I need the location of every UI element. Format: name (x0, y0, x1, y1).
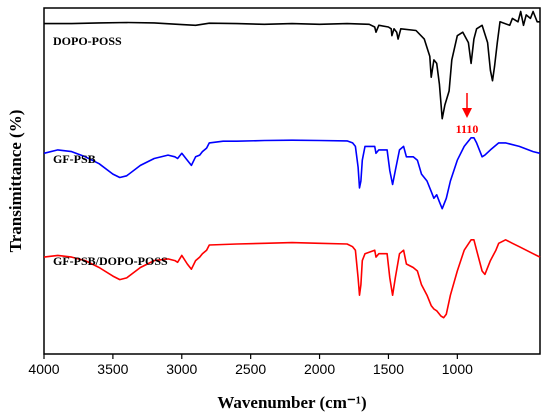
annotation-arrow-head (462, 108, 472, 118)
x-tick-label-1: 3500 (97, 361, 128, 377)
series-label-dopo-poss: DOPO-POSS (53, 34, 122, 48)
series-label-gf-psb-dopo-poss: GF-PSB/DOPO-POSS (53, 254, 168, 268)
x-axis-title: Wavenumber (cm⁻¹) (217, 393, 366, 412)
series-line-2 (43, 239, 541, 319)
plot-area-frame (43, 7, 541, 355)
series-lines (43, 10, 541, 319)
annotation-1110: 1110 (456, 93, 479, 136)
series-line-1 (43, 137, 541, 210)
x-tick-label-4: 2000 (304, 361, 335, 377)
series-line-0 (44, 10, 540, 120)
x-tick-label-5: 1500 (373, 361, 404, 377)
y-axis-title: Transimittance (%) (6, 110, 25, 253)
series-label-gf-psb: GF-PSB (53, 152, 96, 166)
annotation-label-1110: 1110 (456, 122, 479, 136)
x-tick-label-2: 3000 (166, 361, 197, 377)
x-tick-label-3: 2500 (235, 361, 266, 377)
x-axis-ticks: 4000 3500 3000 2500 2000 1500 1000 (28, 354, 473, 377)
x-tick-label-0: 4000 (28, 361, 59, 377)
x-tick-label-6: 1000 (442, 361, 473, 377)
